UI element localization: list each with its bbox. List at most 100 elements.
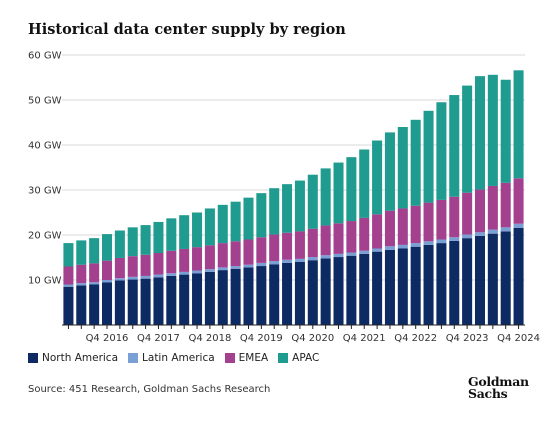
bar-segment bbox=[256, 262, 267, 267]
bar-segment bbox=[140, 254, 151, 276]
bar-segment bbox=[474, 232, 485, 236]
logo-line-1: Goldman bbox=[468, 374, 529, 389]
bar-segment bbox=[63, 243, 74, 267]
bar-segment bbox=[487, 233, 498, 325]
x-tick-label: Q4 2021 bbox=[343, 333, 386, 344]
legend-swatch bbox=[278, 353, 289, 363]
goldman-sachs-logo: Goldman Sachs bbox=[468, 374, 529, 401]
bar-segment bbox=[179, 271, 190, 275]
bar-segment bbox=[192, 212, 203, 248]
bar-segment bbox=[320, 255, 331, 259]
x-tick-label: Q4 2019 bbox=[240, 333, 283, 344]
bar-segment bbox=[166, 275, 177, 325]
bar-segment bbox=[294, 258, 305, 262]
bar-segment bbox=[114, 278, 125, 281]
bar-segment bbox=[449, 240, 460, 325]
bar-segment bbox=[384, 249, 395, 325]
x-tick-label: Q4 2022 bbox=[394, 333, 437, 344]
bar-segment bbox=[359, 217, 370, 251]
bar-segment bbox=[397, 248, 408, 325]
bar-segment bbox=[166, 273, 177, 276]
bar-segment bbox=[192, 273, 203, 325]
gridlines bbox=[62, 54, 525, 281]
bar-segment bbox=[372, 140, 383, 215]
bar-segment bbox=[500, 231, 511, 325]
logo-line-2: Sachs bbox=[468, 386, 508, 401]
bar-segment bbox=[333, 257, 344, 325]
bar-segment bbox=[63, 286, 74, 325]
bar-segment bbox=[346, 255, 357, 325]
legend-label: APAC bbox=[292, 352, 320, 364]
legend: North America Latin America EMEA APAC bbox=[28, 352, 329, 364]
bar-segment bbox=[449, 196, 460, 238]
y-tick-label: 50 GW bbox=[28, 96, 62, 107]
bar-segment bbox=[102, 260, 113, 280]
x-axis: Q4 2016 Q4 2017 Q4 2018 Q4 2019 Q4 2020 Q4 20… bbox=[62, 324, 540, 344]
bar-segment bbox=[127, 227, 138, 257]
bar-segment bbox=[114, 280, 125, 325]
bar-segment bbox=[423, 202, 434, 242]
bar-segment bbox=[487, 229, 498, 234]
y-tick-label: 40 GW bbox=[28, 141, 62, 152]
bar-segment bbox=[102, 234, 113, 261]
bar-segment bbox=[63, 284, 74, 287]
bar-segment bbox=[282, 184, 293, 233]
x-tick-label: Q4 2020 bbox=[291, 333, 334, 344]
bar-segment bbox=[153, 277, 164, 325]
bar-segment bbox=[166, 218, 177, 251]
bar-segment bbox=[76, 283, 87, 286]
bar-segment bbox=[474, 76, 485, 190]
bar-segment bbox=[397, 244, 408, 249]
bar-segment bbox=[500, 79, 511, 183]
bar-segment bbox=[256, 266, 267, 325]
bar-segment bbox=[230, 201, 241, 242]
bar-segment bbox=[243, 267, 254, 325]
bar-segment bbox=[76, 264, 87, 284]
legend-item: Latin America bbox=[128, 352, 215, 364]
bar-segment bbox=[282, 262, 293, 325]
bar-segment bbox=[269, 188, 280, 235]
bar-segment bbox=[436, 243, 447, 325]
bar-segment bbox=[269, 264, 280, 325]
bar-segment bbox=[500, 227, 511, 232]
bar-segment bbox=[282, 259, 293, 263]
bar-segment bbox=[204, 208, 215, 246]
bar-segment bbox=[294, 231, 305, 259]
x-tick-label: Q4 2018 bbox=[188, 333, 231, 344]
bar-segment bbox=[307, 228, 318, 258]
bar-segment bbox=[127, 279, 138, 325]
x-tick-label: Q4 2024 bbox=[497, 333, 540, 344]
bar-segment bbox=[346, 157, 357, 222]
bar-segment bbox=[397, 208, 408, 245]
bar-segment bbox=[140, 278, 151, 325]
bar-segment bbox=[359, 253, 370, 325]
bar-segment bbox=[114, 230, 125, 258]
y-tick-label: 30 GW bbox=[28, 186, 62, 197]
bar-segment bbox=[102, 282, 113, 325]
bar-segment bbox=[89, 282, 100, 285]
legend-label: North America bbox=[42, 352, 119, 364]
bar-segment bbox=[269, 234, 280, 262]
bar-segment bbox=[410, 246, 421, 325]
y-tick-label: 10 GW bbox=[28, 276, 62, 287]
bar-segment bbox=[462, 85, 473, 193]
bar-segment bbox=[436, 102, 447, 200]
bar-segment bbox=[114, 257, 125, 279]
bar-segment bbox=[217, 204, 228, 244]
bar-segment bbox=[269, 261, 280, 265]
bar-segment bbox=[243, 239, 254, 265]
bar-segment bbox=[217, 267, 228, 271]
bar-segment bbox=[217, 270, 228, 325]
bar-segment bbox=[63, 266, 74, 285]
bar-segment bbox=[294, 180, 305, 232]
bar-segment bbox=[423, 110, 434, 203]
bar-segment bbox=[294, 262, 305, 325]
bar-segment bbox=[423, 241, 434, 245]
bar-segment bbox=[462, 238, 473, 325]
bar-segment bbox=[474, 189, 485, 233]
bar-segment bbox=[359, 149, 370, 218]
bar-segment bbox=[179, 274, 190, 325]
bar-segment bbox=[127, 256, 138, 277]
y-axis-labels: 10 GW 20 GW 30 GW 40 GW 50 GW 60 GW bbox=[28, 51, 62, 287]
bar-segment bbox=[410, 243, 421, 247]
